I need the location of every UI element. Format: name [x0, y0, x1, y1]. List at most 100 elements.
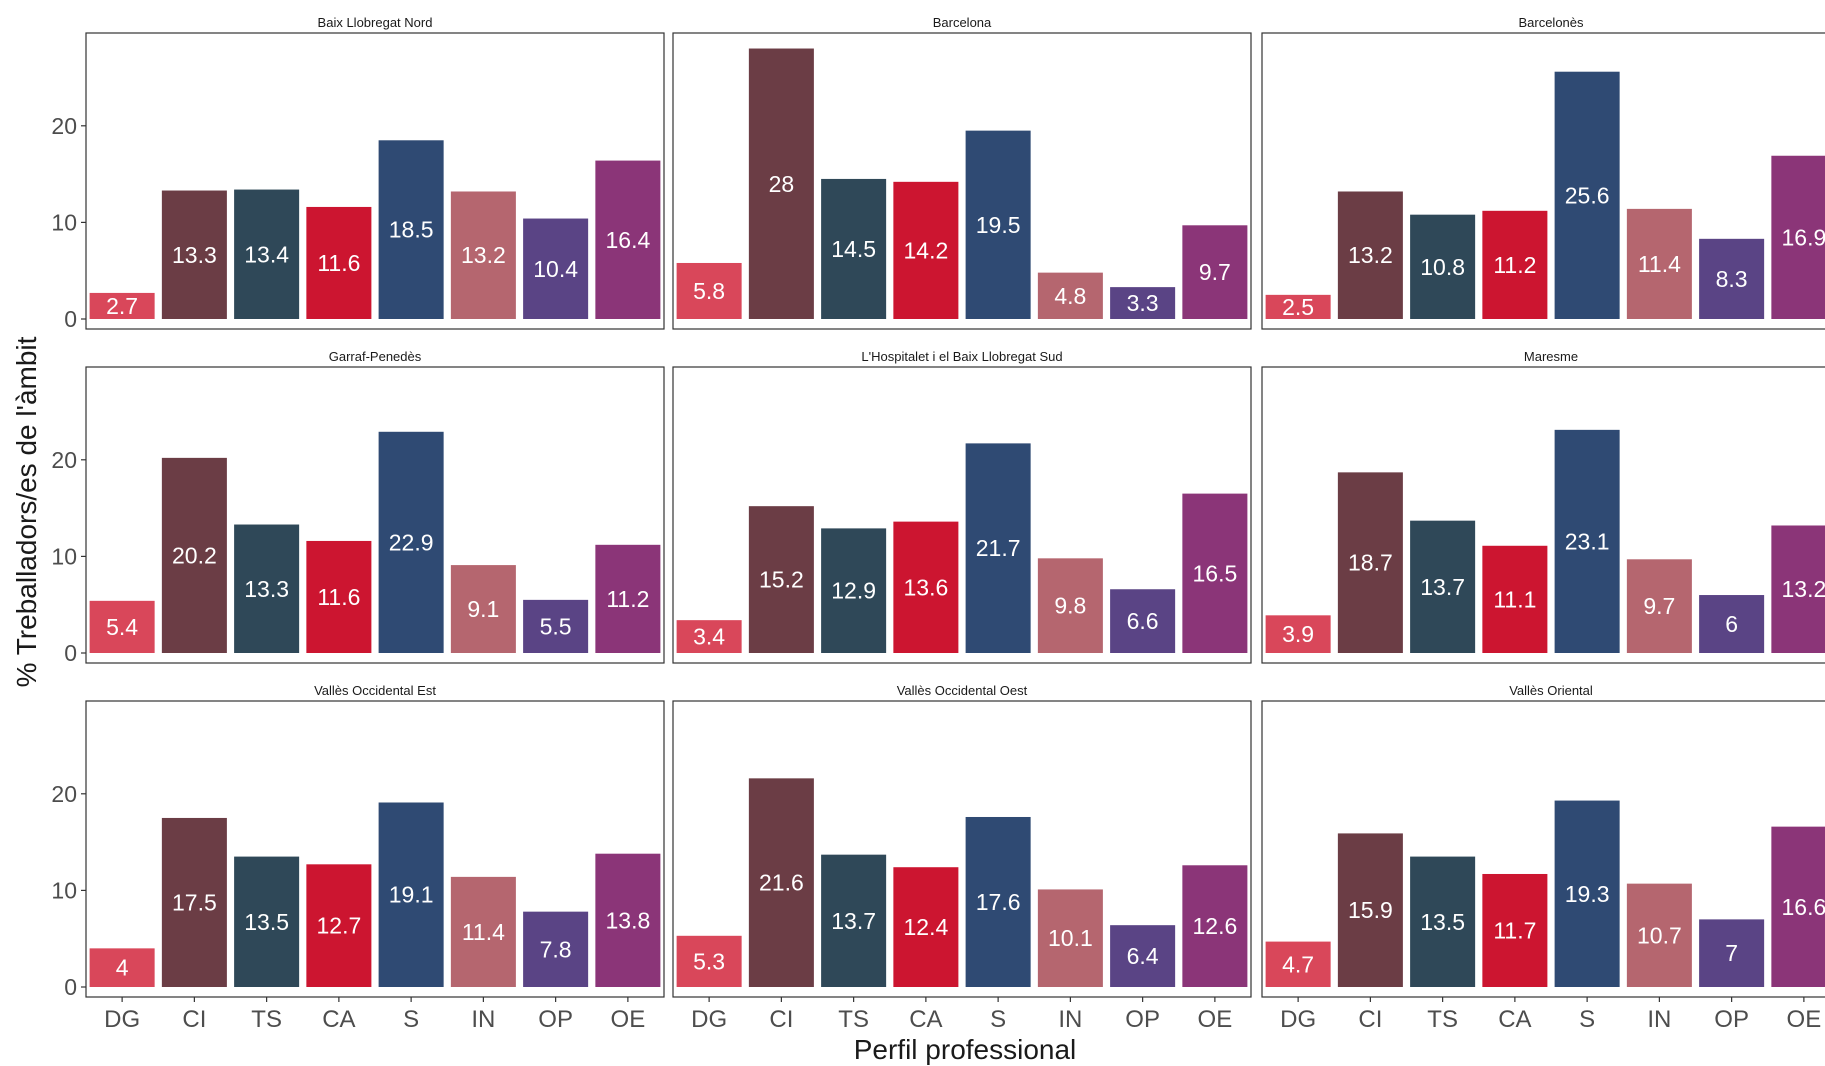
bar-value-label: 10.1 [1048, 925, 1093, 951]
bar [1554, 429, 1620, 653]
bar [1110, 589, 1176, 653]
bar [821, 854, 887, 987]
y-tick-label: 20 [51, 781, 77, 807]
bar [676, 620, 742, 653]
bar-value-label: 10.7 [1637, 922, 1682, 948]
x-tick-label: CA [322, 1006, 355, 1033]
panel-title: L'Hospitalet i el Baix Llobregat Sud [861, 349, 1062, 364]
bar [161, 817, 227, 987]
bar-value-label: 28 [769, 171, 795, 197]
bar-value-label: 8.3 [1716, 266, 1748, 292]
bar-value-label: 5.4 [106, 614, 138, 640]
bar [965, 443, 1031, 653]
bar-value-label: 5.3 [693, 948, 725, 974]
bar [1410, 214, 1476, 319]
bar [595, 160, 661, 319]
bar-value-label: 13.2 [1348, 242, 1393, 268]
x-tick-label: CI [1358, 1006, 1382, 1033]
panel-title: Barcelonès [1518, 15, 1584, 30]
bar-value-label: 11.1 [1493, 586, 1536, 612]
bar [893, 521, 959, 653]
bar [306, 864, 372, 987]
bar [523, 911, 589, 987]
bar-value-label: 3.4 [693, 624, 725, 650]
bar [1626, 883, 1692, 987]
bar-value-label: 19.3 [1565, 881, 1610, 907]
x-tick-label: S [990, 1006, 1006, 1033]
bar-value-label: 3.9 [1282, 621, 1314, 647]
panel-border [85, 700, 665, 998]
bar-value-label: 21.7 [976, 535, 1021, 561]
bar [748, 778, 814, 987]
bar [676, 935, 742, 987]
bar [1699, 595, 1765, 653]
panel-border [672, 32, 1252, 330]
bar [1482, 873, 1548, 987]
bar-value-label: 14.5 [831, 236, 876, 262]
bar-value-label: 5.8 [693, 278, 725, 304]
bar [378, 431, 444, 653]
bar [1771, 826, 1825, 987]
bar [306, 540, 372, 653]
x-tick-label: TS [1427, 1006, 1458, 1033]
bar-value-label: 13.3 [244, 576, 289, 602]
x-tick-label: S [1579, 1006, 1595, 1033]
bar-value-label: 11.6 [317, 584, 360, 610]
panel: Barcelona 5.8 28 14.5 14.2 19.5 4.8 3.3 9.7 [672, 15, 1252, 330]
bar [595, 544, 661, 653]
bar-value-label: 16.4 [605, 227, 650, 253]
panel-border [672, 700, 1252, 998]
bar-value-label: 13.8 [605, 907, 650, 933]
bar [1182, 865, 1248, 987]
bar [1182, 225, 1248, 319]
x-tick-label: OP [538, 1006, 573, 1033]
panel-title: Garraf-Penedès [329, 349, 422, 364]
bar [748, 48, 814, 320]
panel: Vallès Oriental 4.7 15.9 13.5 11.7 19.3 10.7 7 1… [1261, 683, 1825, 1033]
bar [1037, 272, 1103, 319]
bar [234, 189, 300, 319]
bar [89, 292, 155, 319]
y-tick-label: 10 [51, 877, 77, 903]
x-tick-label: CA [909, 1006, 942, 1033]
x-axis-title: Perfil professional [854, 1034, 1077, 1065]
bar [1410, 520, 1476, 653]
panel: Maresme 3.9 18.7 13.7 11.1 23.1 9.7 6 13.2 [1261, 349, 1825, 664]
bar [1265, 615, 1331, 653]
bar-value-label: 6.6 [1127, 608, 1159, 634]
panel: Vallès Occidental Oest 5.3 21.6 13.7 12.4 17.… [672, 683, 1252, 1033]
bar-value-label: 12.7 [316, 913, 361, 939]
x-tick-label: OP [1714, 1006, 1749, 1033]
bar-value-label: 7.8 [540, 936, 572, 962]
bar-value-label: 11.4 [462, 919, 505, 945]
bar [89, 600, 155, 653]
bar-value-label: 13.5 [1420, 909, 1465, 935]
panel-border [1261, 700, 1825, 998]
bar [89, 948, 155, 987]
panel-title: Baix Llobregat Nord [318, 15, 433, 30]
bar-value-label: 15.2 [759, 567, 804, 593]
x-tick-label: OE [611, 1006, 646, 1033]
bar [1337, 833, 1403, 987]
panel: Garraf-Penedès 5.4 20.2 13.3 11.6 22.9 9.1 5.5 1… [51, 349, 665, 666]
bar-value-label: 22.9 [389, 529, 434, 555]
x-tick-label: OE [1787, 1006, 1822, 1033]
bar [893, 181, 959, 319]
bar-value-label: 13.7 [1420, 574, 1465, 600]
bar-value-label: 11.7 [1493, 917, 1536, 943]
bar-value-label: 17.6 [976, 889, 1021, 915]
bar-value-label: 11.2 [606, 586, 649, 612]
panel-border [1261, 366, 1825, 664]
x-tick-label: S [403, 1006, 419, 1033]
bar [676, 262, 742, 319]
bar-value-label: 9.1 [467, 596, 499, 622]
panel-border [85, 32, 665, 330]
bar [1265, 941, 1331, 987]
bar-value-label: 10.4 [533, 256, 578, 282]
x-tick-label: TS [251, 1006, 282, 1033]
bar-value-label: 4.8 [1054, 283, 1086, 309]
bar [378, 140, 444, 319]
bar [1626, 559, 1692, 653]
bar-value-label: 17.5 [172, 889, 217, 915]
